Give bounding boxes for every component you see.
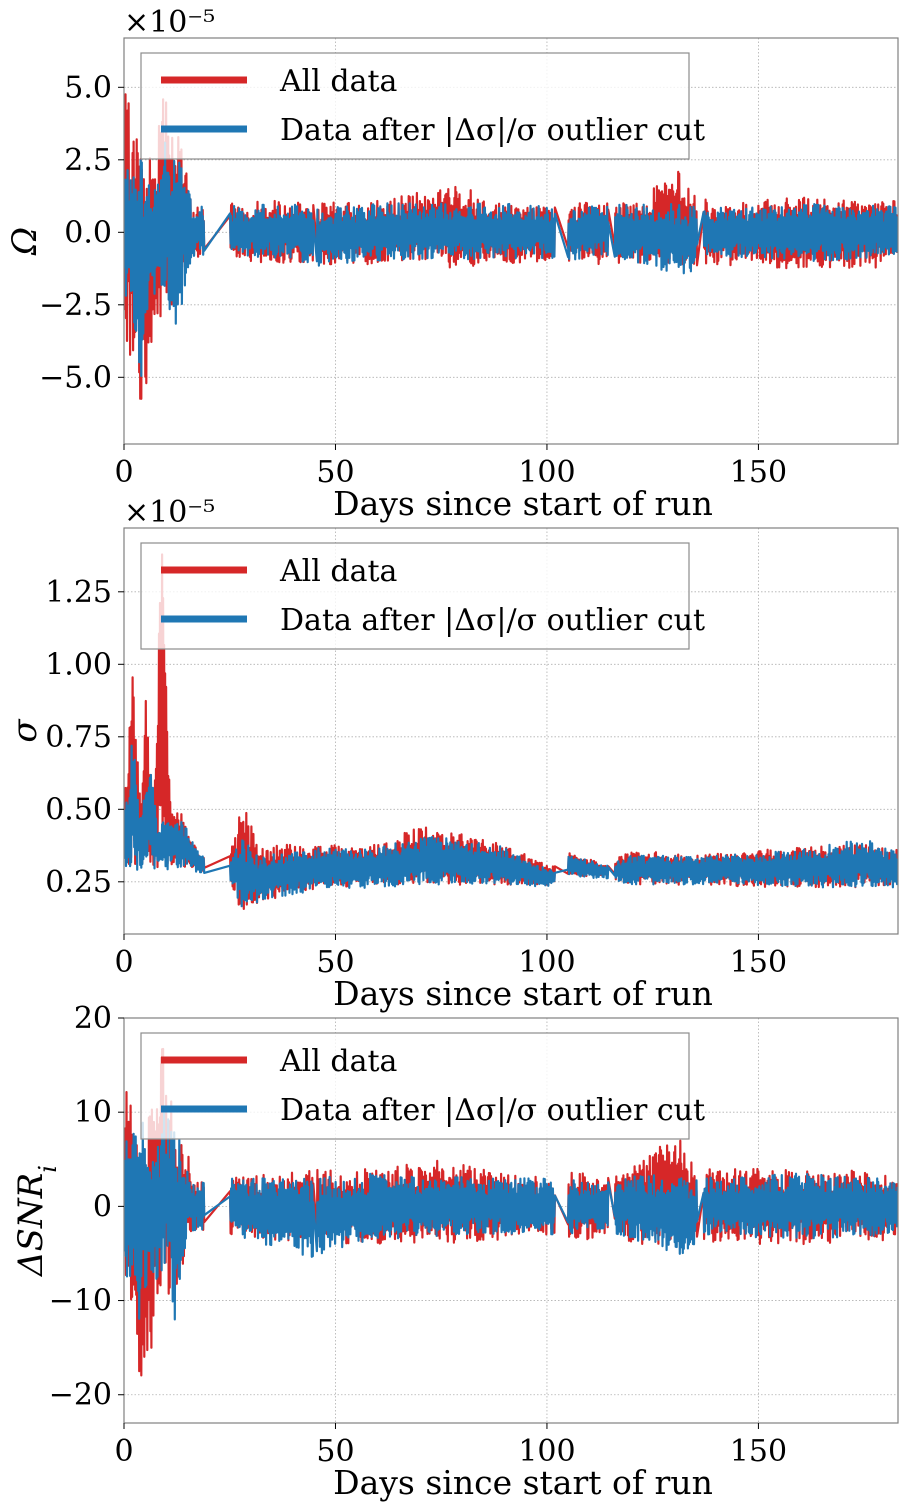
x-tick-label: 150 [730,945,787,980]
y-axis-label: σ [5,719,45,743]
legend: All data Data after |Δσ|/σ outlier cut [140,542,705,650]
y-tick-label: 0.50 [45,792,112,827]
y-tick-label: 1.00 [45,647,112,682]
panel-sigma: 0 50 100 150 1.25 1.00 0.75 0.50 0.25 Days since … [5,495,899,1013]
y-tick-label: 0.0 [64,215,112,250]
legend-label-after-cut: Data after |Δσ|/σ outlier cut [280,603,705,638]
y-axis-label-text: ΔSNR [11,1173,51,1278]
axis-offset-label: ×10⁻⁵ [124,5,215,40]
legend-label-all-data: All data [279,554,398,589]
y-tick-label: −5.0 [39,360,112,395]
legend-frame [140,542,690,650]
y-tick-label: 2.5 [64,143,112,178]
x-tick-label: 0 [114,1434,133,1469]
axis-offset-label: ×10⁻⁵ [124,495,215,530]
series-line-after-cut [124,1112,898,1321]
y-tick-label: −20 [49,1378,112,1413]
x-tick-label: 100 [518,945,575,980]
legend-frame [140,1032,690,1140]
x-tick-label: 100 [518,1434,575,1469]
legend-label-after-cut: Data after |Δσ|/σ outlier cut [280,1093,705,1128]
series-layer [124,1047,898,1377]
y-tick-label: −10 [49,1284,112,1319]
x-tick-label: 0 [114,455,133,490]
y-tick-label: 0.75 [45,720,112,755]
legend-label-all-data: All data [279,64,398,99]
series-layer [124,93,898,400]
y-axis-label-text: Ω [5,227,45,256]
y-axis-label-subscript: i [34,1165,62,1173]
x-tick-label: 50 [316,455,354,490]
series-layer [124,553,898,910]
y-tick-label: 20 [74,1001,112,1036]
x-axis-label: Days since start of run [333,974,713,1013]
x-tick-label: 100 [518,455,575,490]
x-tick-label: 150 [730,455,787,490]
plot-frame [123,37,899,445]
y-tick-label: 0 [93,1189,112,1224]
series-line-after-cut [124,141,898,377]
legend-label-all-data: All data [279,1044,398,1079]
y-tick-label: 10 [74,1095,112,1130]
y-tick-label: 5.0 [64,70,112,105]
legend: All data Data after |Δσ|/σ outlier cut [140,1032,705,1140]
legend-label-after-cut: Data after |Δσ|/σ outlier cut [280,113,705,148]
plot-frame [123,527,899,935]
y-axis-label: ΔSNRi [11,1165,62,1278]
x-tick-label: 50 [316,945,354,980]
y-tick-label: −2.5 [39,288,112,323]
x-tick-label: 50 [316,1434,354,1469]
legend: All data Data after |Δσ|/σ outlier cut [140,52,705,160]
panel-omega: 0 50 100 150 5.0 2.5 0.0 −2.5 −5.0 Days since sta… [5,5,899,523]
plot-frame [123,1017,899,1424]
x-axis-label: Days since start of run [333,1463,713,1502]
y-tick-label: 0.25 [45,865,112,900]
y-axis-label-text: σ [5,719,45,743]
x-axis-label: Days since start of run [333,484,713,523]
legend-frame [140,52,690,160]
x-tick-label: 0 [114,945,133,980]
y-tick-label: 1.25 [45,575,112,610]
x-tick-label: 150 [730,1434,787,1469]
y-axis-label: Ω [5,227,45,256]
series-line-after-cut [124,744,898,908]
